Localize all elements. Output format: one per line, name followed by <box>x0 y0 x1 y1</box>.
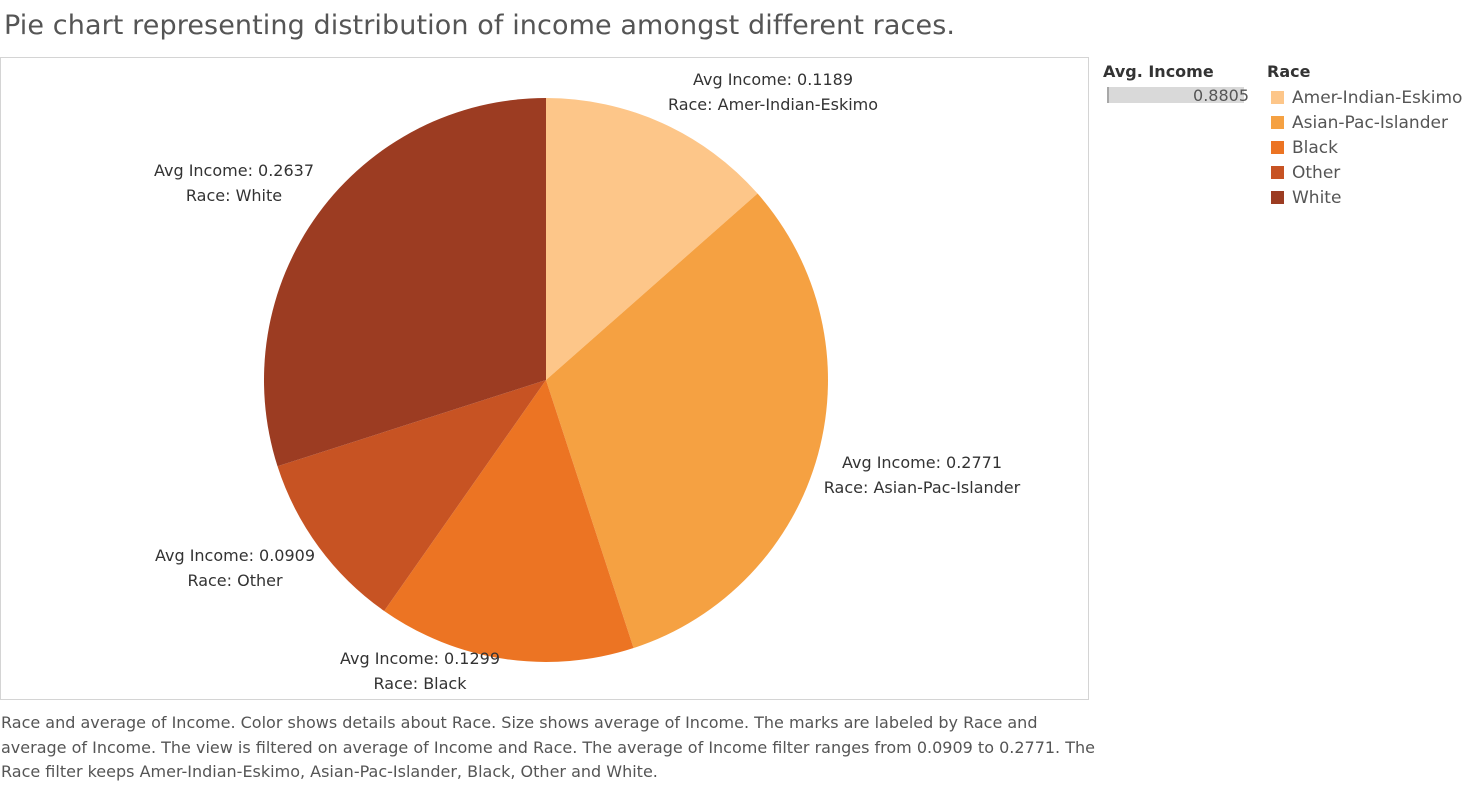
size-legend-value: 0.8805 <box>1193 86 1249 105</box>
pie-chart-area: Avg Income: 0.1189 Race: Amer-Indian-Eski… <box>0 57 1089 700</box>
slice-label-race: Race: Amer-Indian-Eskimo <box>668 95 878 114</box>
legend-label: Amer-Indian-Eskimo <box>1292 87 1463 108</box>
legend-swatch <box>1271 166 1284 179</box>
slice-label-race: Race: Black <box>374 674 468 693</box>
legend-item-white[interactable]: White <box>1267 185 1467 210</box>
legend-swatch <box>1271 141 1284 154</box>
pie-slice-asian-pac-islander[interactable] <box>546 193 828 649</box>
pie-slice-white[interactable] <box>263 98 546 467</box>
slice-label-race: Race: White <box>186 186 282 205</box>
legend-swatch <box>1271 191 1284 204</box>
legend-label: Other <box>1292 162 1341 183</box>
slice-label-value: Avg Income: 0.1189 <box>693 70 853 89</box>
pie-slice-black[interactable] <box>384 380 634 663</box>
slice-label-race: Race: Asian-Pac-Islander <box>824 478 1021 497</box>
slice-label-black: Avg Income: 0.1299 Race: Black <box>340 649 500 693</box>
slice-label-asian-pac-islander: Avg Income: 0.2771 Race: Asian-Pac-Island… <box>824 453 1021 497</box>
slice-label-amer-indian-eskimo: Avg Income: 0.1189 Race: Amer-Indian-Eski… <box>668 70 878 114</box>
slice-label-value: Avg Income: 0.0909 <box>155 546 315 565</box>
size-legend: Avg. Income 0.8805 <box>1103 62 1258 105</box>
legend-item-asian-pac-islander[interactable]: Asian-Pac-Islander <box>1267 110 1467 135</box>
race-legend: Race Amer-Indian-Eskimo Asian-Pac-Island… <box>1267 62 1467 210</box>
chart-caption: Race and average of Income. Color shows … <box>1 713 1095 781</box>
legend-item-black[interactable]: Black <box>1267 135 1467 160</box>
size-legend-bar <box>1107 87 1244 103</box>
slice-label-value: Avg Income: 0.2771 <box>842 453 1002 472</box>
slice-label-value: Avg Income: 0.1299 <box>340 649 500 668</box>
legend-item-other[interactable]: Other <box>1267 160 1467 185</box>
legend-swatch <box>1271 116 1284 129</box>
slice-label-race: Race: Other <box>187 571 283 590</box>
legend-label: Asian-Pac-Islander <box>1292 112 1448 133</box>
legend-label: Black <box>1292 137 1338 158</box>
pie-slice-amer-indian-eskimo[interactable] <box>546 98 758 380</box>
size-legend-title: Avg. Income <box>1103 62 1214 81</box>
slice-label-value: Avg Income: 0.2637 <box>154 161 314 180</box>
legend-item-amer-indian-eskimo[interactable]: Amer-Indian-Eskimo <box>1267 85 1467 110</box>
chart-title: Pie chart representing distribution of i… <box>4 10 956 41</box>
pie-slice-other[interactable] <box>277 380 546 611</box>
size-legend-bar-wrap: 0.8805 <box>1103 85 1249 105</box>
race-legend-title: Race <box>1267 62 1311 81</box>
legend-label: White <box>1292 187 1342 208</box>
legend-swatch <box>1271 91 1284 104</box>
slice-label-other: Avg Income: 0.0909 Race: Other <box>155 546 315 590</box>
pie-chart: Avg Income: 0.1189 Race: Amer-Indian-Eski… <box>154 70 1021 693</box>
slice-label-white: Avg Income: 0.2637 Race: White <box>154 161 314 205</box>
